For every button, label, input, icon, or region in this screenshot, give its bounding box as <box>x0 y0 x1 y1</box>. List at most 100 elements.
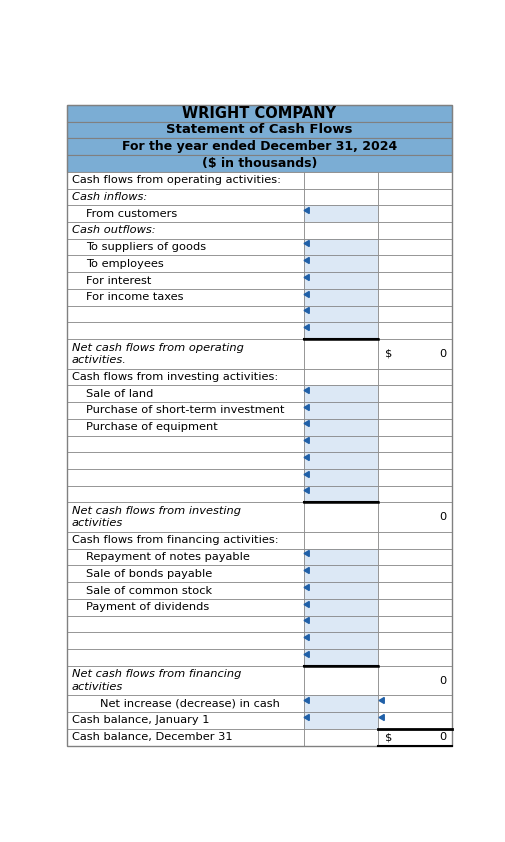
Text: 0: 0 <box>439 349 446 359</box>
Bar <box>303 599 378 616</box>
Bar <box>378 566 450 582</box>
Bar <box>67 486 303 503</box>
Bar <box>303 486 378 503</box>
Bar <box>303 238 378 255</box>
Text: Cash inflows:: Cash inflows: <box>72 192 147 202</box>
Text: For interest: For interest <box>85 275 151 285</box>
Text: Net cash flows from operating
activities.: Net cash flows from operating activities… <box>72 343 243 365</box>
Bar <box>67 238 303 255</box>
Bar <box>378 369 450 386</box>
Bar <box>303 172 378 189</box>
Bar <box>67 272 303 289</box>
Bar <box>303 435 378 452</box>
Bar <box>67 138 450 155</box>
Bar <box>378 272 450 289</box>
Text: Net increase (decrease) in cash: Net increase (decrease) in cash <box>99 699 279 709</box>
Bar <box>378 599 450 616</box>
Bar <box>67 289 303 306</box>
Bar <box>378 452 450 469</box>
Text: For the year ended December 31, 2024: For the year ended December 31, 2024 <box>122 141 396 153</box>
Text: $: $ <box>384 733 391 742</box>
Bar <box>303 272 378 289</box>
Bar <box>378 222 450 238</box>
Bar <box>67 582 303 599</box>
Bar <box>303 452 378 469</box>
Bar <box>378 486 450 503</box>
Text: Net cash flows from investing
activities: Net cash flows from investing activities <box>72 506 240 529</box>
Bar <box>67 532 303 549</box>
Bar <box>378 205 450 222</box>
Text: Sale of bonds payable: Sale of bonds payable <box>85 569 212 578</box>
Bar <box>67 172 303 189</box>
Bar <box>378 189 450 205</box>
Bar <box>303 339 378 369</box>
Bar <box>303 469 378 486</box>
Text: To suppliers of goods: To suppliers of goods <box>85 242 206 252</box>
Bar <box>303 582 378 599</box>
Text: 0: 0 <box>439 675 446 685</box>
Text: Purchase of equipment: Purchase of equipment <box>85 422 217 432</box>
Bar <box>303 649 378 666</box>
Bar <box>303 418 378 435</box>
Bar <box>303 189 378 205</box>
Bar <box>67 339 303 369</box>
Text: Sale of common stock: Sale of common stock <box>85 585 212 595</box>
Text: Net cash flows from financing
activities: Net cash flows from financing activities <box>72 669 241 692</box>
Bar <box>67 369 303 386</box>
Bar <box>378 649 450 666</box>
Bar <box>67 469 303 486</box>
Bar <box>378 238 450 255</box>
Text: Repayment of notes payable: Repayment of notes payable <box>85 552 249 562</box>
Text: 0: 0 <box>439 512 446 522</box>
Bar <box>378 695 450 712</box>
Text: Cash flows from operating activities:: Cash flows from operating activities: <box>72 175 280 185</box>
Bar <box>67 386 303 402</box>
Bar <box>303 306 378 322</box>
Bar <box>303 289 378 306</box>
Bar <box>67 729 303 745</box>
Bar <box>378 386 450 402</box>
Bar <box>67 435 303 452</box>
Bar <box>378 532 450 549</box>
Bar <box>378 632 450 649</box>
Bar <box>378 582 450 599</box>
Bar <box>303 369 378 386</box>
Bar <box>67 322 303 339</box>
Bar <box>303 532 378 549</box>
Bar <box>67 402 303 418</box>
Bar <box>378 729 450 745</box>
Text: Cash flows from investing activities:: Cash flows from investing activities: <box>72 372 277 382</box>
Text: Purchase of short-term investment: Purchase of short-term investment <box>85 406 284 415</box>
Bar <box>378 339 450 369</box>
Bar <box>303 712 378 729</box>
Text: Payment of dividends: Payment of dividends <box>85 602 209 612</box>
Bar <box>67 255 303 272</box>
Bar <box>67 712 303 729</box>
Bar <box>67 189 303 205</box>
Text: WRIGHT COMPANY: WRIGHT COMPANY <box>182 106 336 120</box>
Bar <box>67 695 303 712</box>
Bar <box>67 306 303 322</box>
Bar <box>378 549 450 566</box>
Text: Cash balance, December 31: Cash balance, December 31 <box>72 733 232 742</box>
Bar <box>303 205 378 222</box>
Bar <box>67 566 303 582</box>
Bar <box>67 452 303 469</box>
Text: $: $ <box>384 349 391 359</box>
Bar <box>378 306 450 322</box>
Bar <box>67 503 303 532</box>
Text: ($ in thousands): ($ in thousands) <box>201 157 317 170</box>
Bar <box>67 632 303 649</box>
Bar <box>303 729 378 745</box>
Bar <box>67 616 303 632</box>
Text: Cash outflows:: Cash outflows: <box>72 226 155 235</box>
Bar <box>303 616 378 632</box>
Bar <box>378 255 450 272</box>
Bar <box>303 632 378 649</box>
Bar <box>303 666 378 695</box>
Text: Cash flows from financing activities:: Cash flows from financing activities: <box>72 536 278 546</box>
Text: Sale of land: Sale of land <box>85 389 153 399</box>
Bar <box>378 712 450 729</box>
Bar <box>67 599 303 616</box>
Bar <box>67 418 303 435</box>
